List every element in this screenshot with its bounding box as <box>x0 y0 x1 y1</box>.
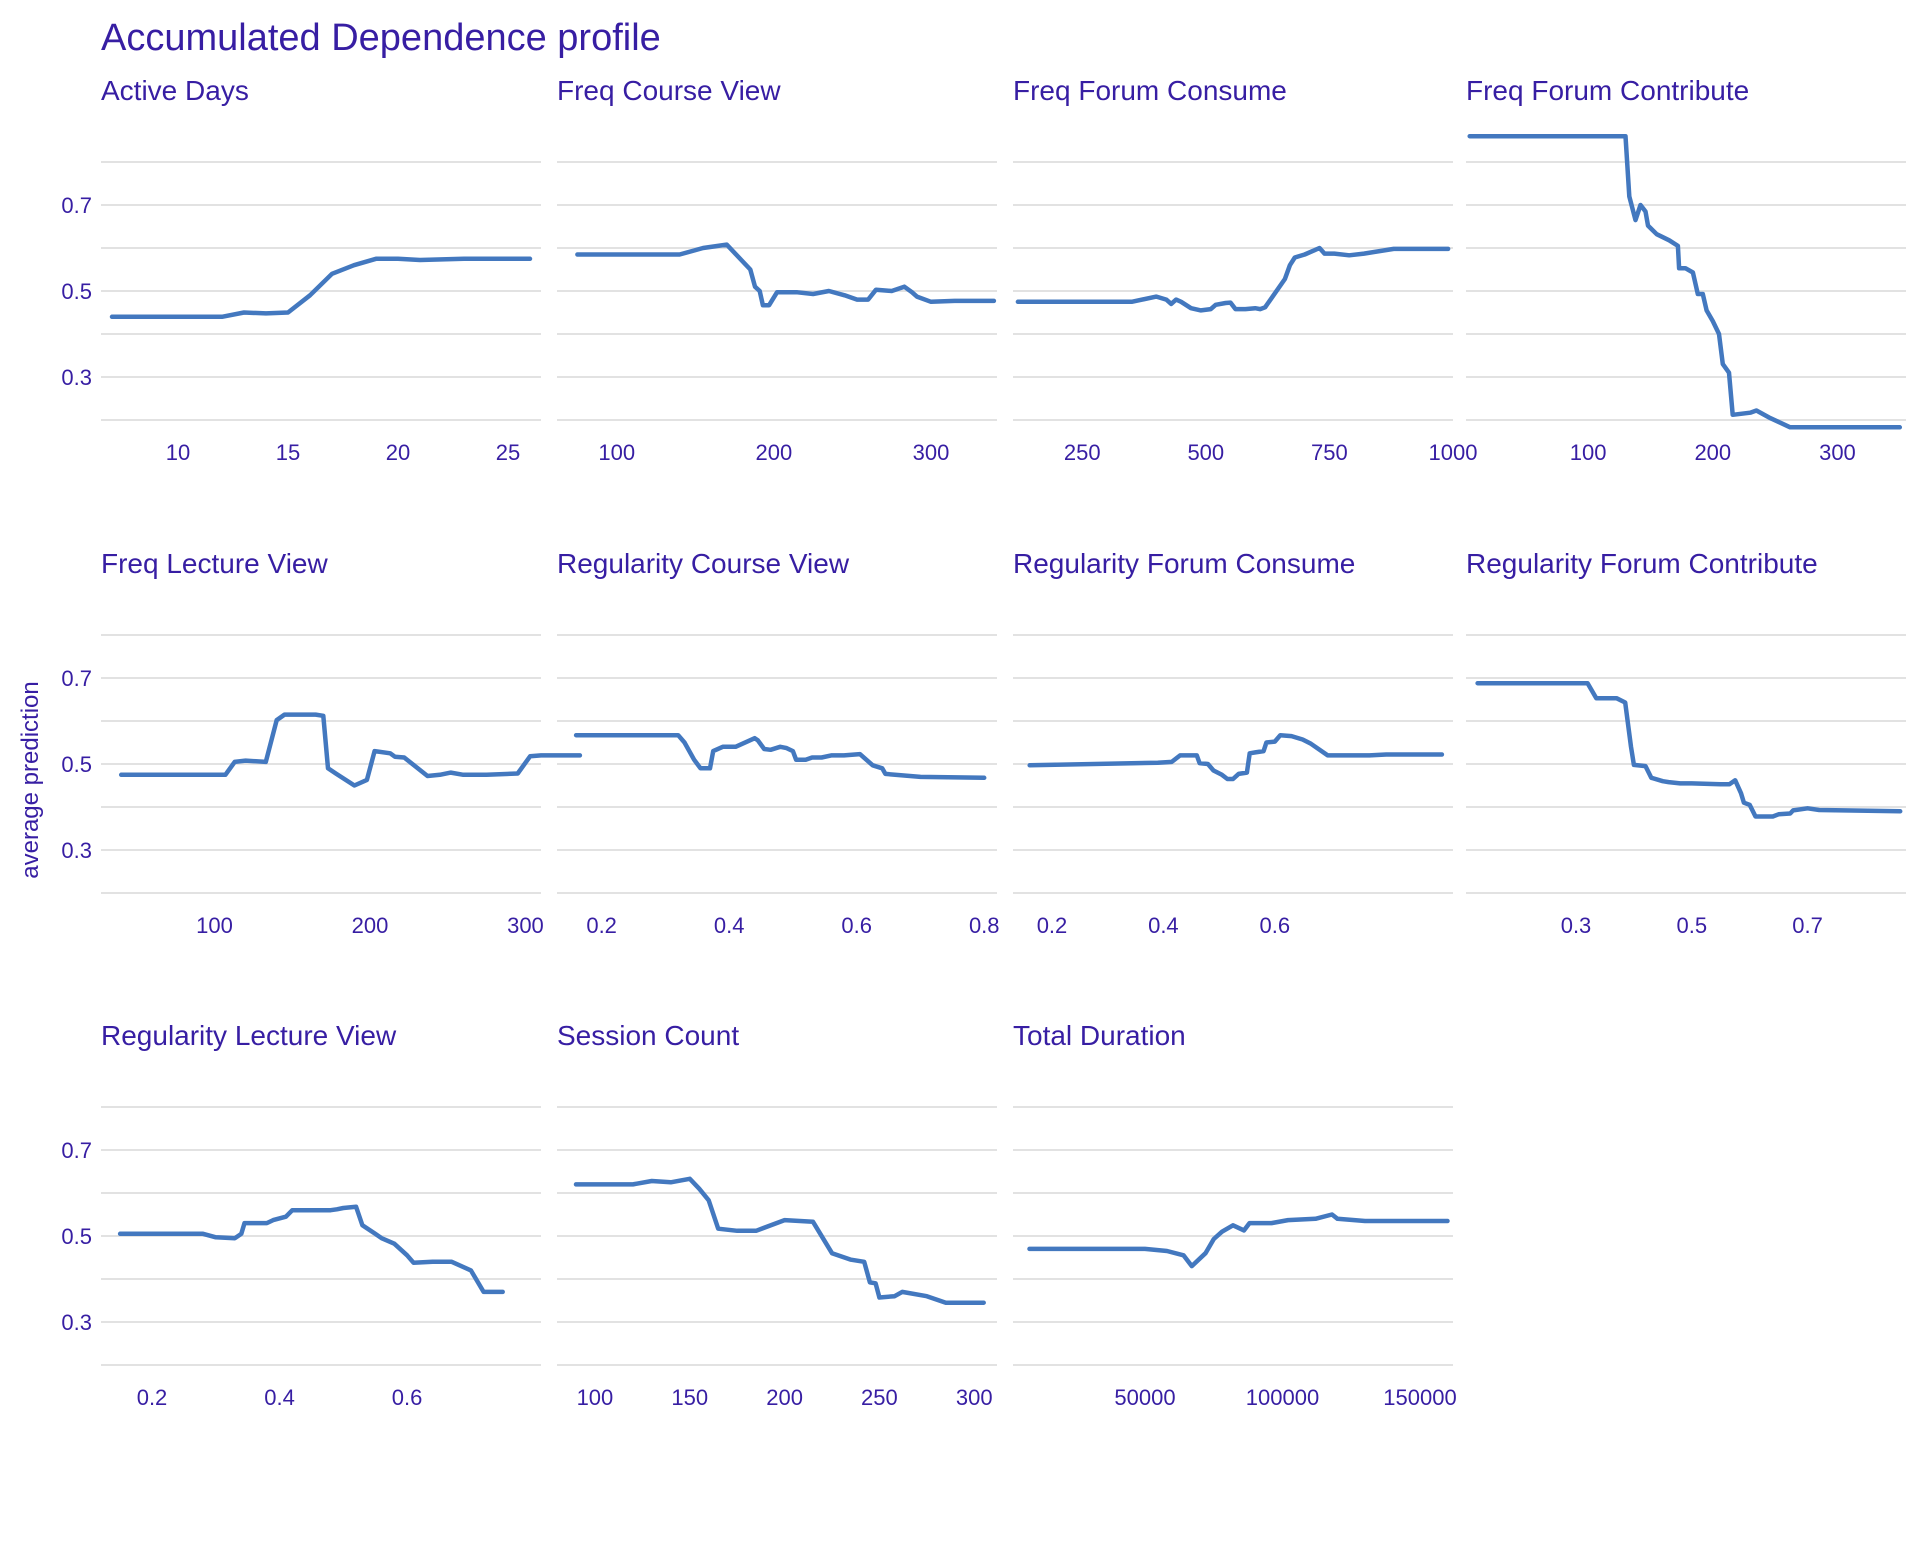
panel-session-count: Session Count 100 150 200 250 300 <box>557 1020 997 1410</box>
x-tick-label: 100000 <box>1246 1385 1319 1410</box>
panel-title: Regularity Lecture View <box>101 1020 397 1051</box>
y-tick-label: 0.3 <box>61 838 92 863</box>
panel-regularity-lecture-view: Regularity Lecture View 0.3 0.5 0.7 0.2 0.4 0.… <box>61 1020 541 1410</box>
x-tick-label: 250 <box>1064 440 1101 465</box>
x-tick-label: 15 <box>276 440 300 465</box>
panel-regularity-forum-consume: Regularity Forum Consume 0.2 0.4 0.6 <box>1013 548 1453 938</box>
x-tick-label: 0.4 <box>714 913 745 938</box>
x-tick-label: 20 <box>386 440 410 465</box>
x-tick-label: 0.4 <box>1148 913 1179 938</box>
x-tick-label: 0.8 <box>969 913 1000 938</box>
y-tick-label: 0.3 <box>61 1310 92 1335</box>
x-tick-label: 500 <box>1187 440 1224 465</box>
x-tick-label: 100 <box>1570 440 1607 465</box>
y-tick-label: 0.5 <box>61 279 92 304</box>
y-tick-label: 0.5 <box>61 1224 92 1249</box>
y-axis-label: average prediction <box>17 681 44 878</box>
x-tick-label: 0.6 <box>392 1385 423 1410</box>
panel-title: Regularity Course View <box>557 548 850 579</box>
x-tick-label: 0.5 <box>1676 913 1707 938</box>
panel-regularity-course-view: Regularity Course View 0.2 0.4 0.6 0.8 <box>557 548 1000 938</box>
panel-freq-forum-contribute: Freq Forum Contribute 100 200 300 <box>1466 75 1906 465</box>
panel-title: Session Count <box>557 1020 739 1051</box>
x-tick-label: 300 <box>507 913 544 938</box>
x-tick-label: 0.2 <box>137 1385 168 1410</box>
x-tick-label: 1000 <box>1429 440 1478 465</box>
series-line-regularity-forum-contribute <box>1475 680 1903 819</box>
x-tick-label: 50000 <box>1114 1385 1175 1410</box>
panel-title: Freq Lecture View <box>101 548 328 579</box>
x-tick-label: 100 <box>577 1385 614 1410</box>
panel-title: Active Days <box>101 75 249 106</box>
x-tick-label: 25 <box>496 440 520 465</box>
panel-title: Regularity Forum Contribute <box>1466 548 1818 579</box>
x-tick-label: 300 <box>913 440 950 465</box>
series-line-regularity-course-view <box>573 732 987 781</box>
series-line-total-duration <box>1027 1212 1450 1269</box>
y-tick-label: 0.7 <box>61 193 92 218</box>
series-line-freq-lecture-view <box>118 712 583 788</box>
x-tick-label: 0.2 <box>586 913 617 938</box>
x-tick-label: 100 <box>196 913 233 938</box>
x-tick-label: 150000 <box>1383 1385 1456 1410</box>
panel-freq-course-view: Freq Course View 100 200 300 <box>557 75 997 465</box>
y-tick-label: 0.7 <box>61 1138 92 1163</box>
series-line-active-days <box>109 256 533 320</box>
series-line-freq-forum-contribute <box>1467 133 1903 430</box>
y-tick-label: 0.3 <box>61 365 92 390</box>
y-tick-label: 0.5 <box>61 752 92 777</box>
panel-total-duration: Total Duration 50000 100000 150000 <box>1013 1020 1457 1410</box>
x-tick-label: 200 <box>1694 440 1731 465</box>
series-line-regularity-lecture-view <box>117 1204 505 1295</box>
x-tick-label: 100 <box>598 440 635 465</box>
panel-title: Regularity Forum Consume <box>1013 548 1355 579</box>
x-tick-label: 250 <box>861 1385 898 1410</box>
panel-freq-lecture-view: Freq Lecture View 0.3 0.5 0.7 100 200 300 <box>61 548 583 938</box>
series-line-session-count <box>573 1176 986 1305</box>
x-tick-label: 750 <box>1311 440 1348 465</box>
panel-title: Freq Forum Contribute <box>1466 75 1749 106</box>
x-tick-label: 0.7 <box>1792 913 1823 938</box>
x-tick-label: 200 <box>766 1385 803 1410</box>
series-line-freq-forum-consume <box>1015 245 1451 313</box>
facet-panels: Active Days 0.3 0.5 0.7 10 15 20 25 Freq Course … <box>61 75 1906 1410</box>
x-tick-label: 200 <box>352 913 389 938</box>
x-tick-label: 150 <box>671 1385 708 1410</box>
panel-title: Total Duration <box>1013 1020 1186 1051</box>
panel-title: Freq Forum Consume <box>1013 75 1287 106</box>
panel-title: Freq Course View <box>557 75 781 106</box>
x-tick-label: 300 <box>1819 440 1856 465</box>
x-tick-label: 0.6 <box>841 913 872 938</box>
x-tick-label: 0.3 <box>1561 913 1592 938</box>
x-tick-label: 0.2 <box>1037 913 1068 938</box>
series-line-freq-course-view <box>575 242 997 308</box>
x-tick-label: 10 <box>166 440 190 465</box>
panel-regularity-forum-contribute: Regularity Forum Contribute 0.3 0.5 0.7 <box>1466 548 1906 938</box>
panel-active-days: Active Days 0.3 0.5 0.7 10 15 20 25 <box>61 75 541 465</box>
panel-freq-forum-consume: Freq Forum Consume 250 500 750 1000 <box>1013 75 1477 465</box>
y-tick-label: 0.7 <box>61 666 92 691</box>
series-line-regularity-forum-consume <box>1027 732 1445 782</box>
x-tick-label: 0.6 <box>1259 913 1290 938</box>
chart-title: Accumulated Dependence profile <box>101 17 661 59</box>
x-tick-label: 300 <box>956 1385 993 1410</box>
x-tick-label: 200 <box>755 440 792 465</box>
x-tick-label: 0.4 <box>264 1385 295 1410</box>
